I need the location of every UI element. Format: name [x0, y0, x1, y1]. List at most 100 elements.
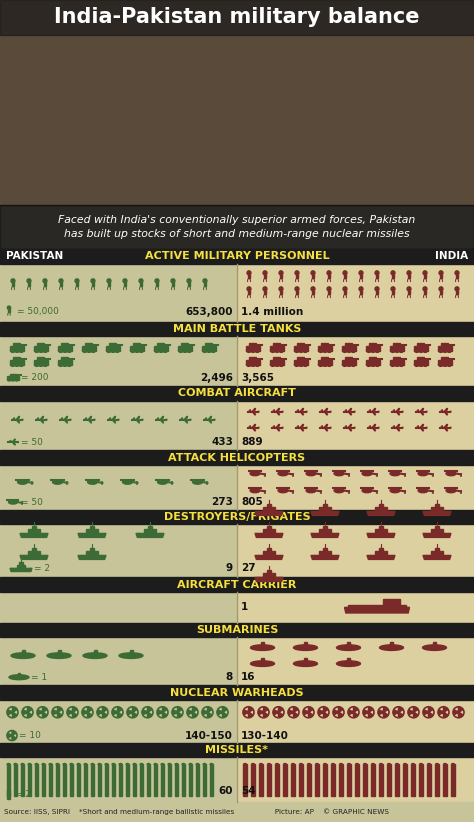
Bar	[8, 790, 10, 800]
Polygon shape	[444, 412, 448, 415]
Bar	[148, 526, 152, 529]
Bar	[0, 450, 474, 465]
Circle shape	[43, 279, 47, 283]
Bar	[441, 344, 448, 347]
Wedge shape	[399, 707, 403, 713]
Bar	[294, 345, 308, 351]
Wedge shape	[102, 713, 107, 718]
Circle shape	[412, 711, 415, 713]
Bar	[366, 360, 380, 365]
Circle shape	[366, 348, 371, 353]
Polygon shape	[324, 427, 328, 431]
Circle shape	[255, 362, 259, 367]
Polygon shape	[282, 427, 283, 428]
Circle shape	[203, 279, 207, 283]
Polygon shape	[324, 424, 328, 427]
Wedge shape	[309, 707, 313, 713]
Circle shape	[327, 271, 331, 275]
Polygon shape	[184, 417, 188, 420]
Bar	[204, 282, 206, 286]
Polygon shape	[46, 419, 47, 420]
Circle shape	[327, 348, 331, 353]
Polygon shape	[423, 511, 451, 515]
Bar	[315, 764, 319, 796]
Wedge shape	[279, 713, 283, 718]
Wedge shape	[98, 709, 102, 715]
Ellipse shape	[334, 471, 344, 476]
Text: 60: 60	[219, 787, 233, 797]
Bar	[418, 358, 425, 361]
Polygon shape	[276, 427, 280, 431]
Polygon shape	[8, 789, 10, 790]
Polygon shape	[70, 419, 71, 420]
Text: 8: 8	[226, 672, 233, 682]
Ellipse shape	[250, 661, 274, 667]
Ellipse shape	[250, 488, 260, 492]
Circle shape	[207, 348, 211, 353]
Bar	[0, 743, 474, 757]
Wedge shape	[112, 709, 118, 715]
Bar	[124, 282, 126, 286]
Polygon shape	[88, 420, 91, 423]
Circle shape	[375, 348, 380, 353]
Bar	[283, 764, 287, 796]
Circle shape	[179, 348, 183, 353]
Bar	[63, 764, 66, 796]
Bar	[395, 764, 399, 796]
Polygon shape	[156, 418, 159, 420]
Wedge shape	[424, 709, 428, 715]
Polygon shape	[276, 409, 280, 412]
Wedge shape	[409, 709, 413, 715]
Bar	[264, 274, 266, 278]
Circle shape	[7, 306, 11, 309]
Polygon shape	[255, 577, 283, 581]
Circle shape	[294, 362, 299, 367]
Ellipse shape	[422, 644, 447, 650]
Polygon shape	[420, 424, 424, 427]
Bar	[323, 526, 327, 529]
Polygon shape	[372, 409, 376, 412]
Text: COMBAT AIRCRAFT: COMBAT AIRCRAFT	[178, 389, 296, 399]
Text: 889: 889	[241, 437, 263, 447]
Bar	[202, 345, 216, 351]
Bar	[22, 650, 25, 654]
Bar	[178, 345, 192, 351]
Polygon shape	[420, 427, 424, 431]
Ellipse shape	[123, 480, 132, 484]
Bar	[13, 358, 20, 361]
Wedge shape	[383, 713, 388, 718]
Polygon shape	[300, 427, 304, 431]
Circle shape	[391, 287, 395, 291]
Bar	[133, 764, 136, 796]
Bar	[42, 764, 45, 796]
Wedge shape	[289, 709, 293, 715]
Circle shape	[19, 348, 23, 353]
Circle shape	[323, 362, 327, 367]
Bar	[7, 376, 19, 380]
Bar	[189, 764, 192, 796]
Bar	[375, 507, 387, 511]
Circle shape	[43, 362, 47, 367]
Circle shape	[351, 362, 356, 367]
Circle shape	[26, 711, 29, 713]
Circle shape	[59, 348, 63, 353]
Bar	[323, 504, 327, 507]
Circle shape	[399, 348, 403, 353]
Polygon shape	[21, 419, 23, 420]
Bar	[251, 764, 255, 796]
Bar	[0, 623, 474, 637]
Bar	[456, 290, 458, 293]
Bar	[347, 643, 350, 646]
Bar	[28, 529, 40, 533]
Polygon shape	[396, 412, 400, 415]
Wedge shape	[438, 709, 444, 715]
Polygon shape	[368, 426, 371, 427]
Bar	[304, 658, 307, 662]
Ellipse shape	[390, 488, 400, 492]
Wedge shape	[118, 713, 122, 718]
Wedge shape	[309, 713, 313, 718]
Polygon shape	[112, 417, 116, 420]
Wedge shape	[143, 709, 147, 715]
Wedge shape	[202, 709, 208, 715]
Ellipse shape	[18, 480, 27, 484]
